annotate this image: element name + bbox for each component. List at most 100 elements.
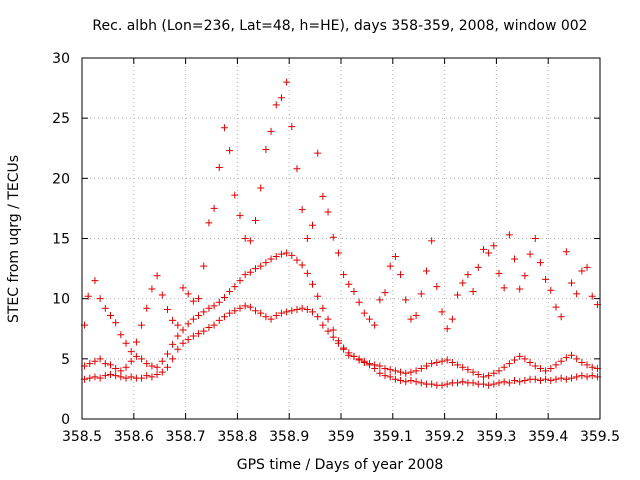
data-point [283, 78, 291, 86]
data-point [505, 379, 513, 387]
data-point [334, 337, 342, 345]
data-point [246, 303, 254, 311]
data-point [236, 277, 244, 285]
data-point [205, 304, 213, 312]
data-point [231, 307, 239, 315]
data-point [371, 321, 379, 329]
data-point [241, 271, 249, 279]
data-point [252, 307, 260, 315]
x-tick-label: 358.9 [269, 429, 309, 445]
data-point [376, 296, 384, 304]
y-tick-label: 25 [52, 111, 70, 127]
data-point [407, 368, 415, 376]
data-point [521, 272, 529, 280]
data-point [169, 316, 177, 324]
data-point [433, 283, 441, 291]
data-point [547, 364, 555, 372]
data-point [91, 277, 99, 285]
data-point [277, 250, 285, 258]
data-point [433, 358, 441, 366]
data-point [557, 374, 565, 382]
x-tick-label: 359 [328, 429, 355, 445]
data-point [485, 249, 493, 257]
data-point [422, 267, 430, 275]
data-point [148, 285, 156, 293]
data-point [417, 364, 425, 372]
data-point [163, 363, 171, 371]
data-point [329, 233, 337, 241]
data-point [381, 372, 389, 380]
data-point [562, 248, 570, 256]
data-point [391, 253, 399, 261]
data-point [184, 320, 192, 328]
data-point [443, 325, 451, 333]
data-point [542, 375, 550, 383]
data-point [143, 372, 151, 380]
data-point [272, 253, 280, 261]
data-point [319, 304, 327, 312]
data-point [106, 361, 114, 369]
data-point [474, 263, 482, 271]
data-point [495, 379, 503, 387]
data-point [469, 379, 477, 387]
data-point [376, 362, 384, 370]
data-point [428, 237, 436, 245]
data-point [479, 373, 487, 381]
data-point [397, 376, 405, 384]
data-point [350, 287, 358, 295]
data-point [505, 231, 513, 239]
data-point [236, 212, 244, 220]
data-point [319, 321, 327, 329]
data-point [174, 332, 182, 340]
data-point [277, 309, 285, 317]
data-point [267, 255, 275, 263]
data-point [557, 313, 565, 321]
data-point [84, 292, 92, 300]
data-point [355, 355, 363, 363]
data-point [397, 271, 405, 279]
data-point [101, 372, 109, 380]
data-point [91, 373, 99, 381]
data-point [386, 366, 394, 374]
y-tick-label: 0 [61, 412, 70, 428]
data-point [106, 312, 114, 320]
data-point [459, 279, 467, 287]
data-point [195, 295, 203, 303]
data-point [583, 373, 591, 381]
data-points [81, 78, 601, 389]
data-point [148, 362, 156, 370]
data-point [438, 357, 446, 365]
data-point [148, 373, 156, 381]
data-point [122, 374, 130, 382]
data-point [360, 357, 368, 365]
data-point [474, 370, 482, 378]
data-point [303, 269, 311, 277]
data-point [531, 375, 539, 383]
data-point [521, 376, 529, 384]
data-point [345, 349, 353, 357]
data-point [386, 373, 394, 381]
data-point [521, 355, 529, 363]
data-point [86, 360, 94, 368]
data-point [417, 379, 425, 387]
data-point [257, 184, 265, 192]
data-point [127, 348, 135, 356]
data-point [454, 379, 462, 387]
data-point [138, 374, 146, 382]
data-point [189, 297, 197, 305]
x-tick-label: 358.7 [166, 429, 206, 445]
data-point [179, 326, 187, 334]
data-point [122, 339, 130, 347]
data-point [158, 368, 166, 376]
x-tick-label: 358.8 [217, 429, 257, 445]
data-point [163, 350, 171, 358]
data-point [459, 378, 467, 386]
data-point [578, 372, 586, 380]
data-point [257, 309, 265, 317]
data-point [143, 304, 151, 312]
data-point [531, 235, 539, 242]
data-point [552, 375, 560, 383]
y-axis-label: STEC from uqrg / TECUs [6, 155, 22, 323]
data-point [557, 357, 565, 365]
data-point [195, 330, 203, 338]
